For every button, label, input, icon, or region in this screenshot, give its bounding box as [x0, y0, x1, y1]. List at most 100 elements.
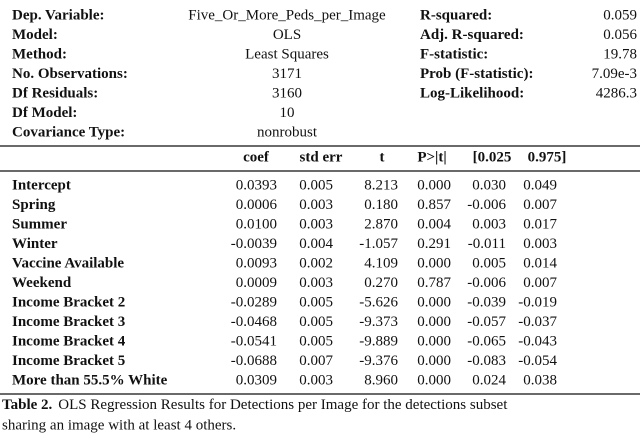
caption-line: OLS Regression Results for Detections pe…: [58, 397, 508, 413]
row-label: Income Bracket 5: [12, 353, 125, 369]
cell: -0.083: [467, 353, 506, 369]
cell: -9.373: [359, 314, 398, 330]
cell: -0.037: [518, 314, 557, 330]
cell: -0.019: [518, 294, 557, 310]
summary-label: Dep. Variable:: [12, 7, 105, 23]
summary-value: 0.056: [603, 27, 637, 43]
cell: 0.291: [417, 236, 451, 252]
cell: 4.109: [364, 255, 398, 271]
cell: 0.005: [299, 294, 333, 310]
cell: 0.0393: [236, 177, 277, 193]
cell: 0.000: [417, 333, 451, 349]
cell: 0.024: [472, 372, 506, 388]
row-label: Summer: [12, 216, 67, 232]
summary-value: 3171: [272, 66, 302, 82]
cell: -0.0039: [231, 236, 277, 252]
cell: 0.005: [299, 333, 333, 349]
cell: 0.003: [299, 216, 333, 232]
cell: -0.043: [518, 333, 557, 349]
cell: 0.004: [299, 236, 333, 252]
cell: 0.030: [472, 177, 506, 193]
cell: -9.889: [359, 333, 398, 349]
cell: 0.000: [417, 314, 451, 330]
cell: 0.049: [523, 177, 557, 193]
cell: 0.0093: [236, 255, 277, 271]
summary-label: No. Observations:: [12, 66, 128, 82]
cell: 0.0309: [236, 372, 277, 388]
cell: 0.000: [417, 255, 451, 271]
cell: -0.039: [467, 294, 506, 310]
cell: 0.005: [299, 314, 333, 330]
cell: 0.857: [417, 197, 451, 213]
summary-value: 3160: [272, 85, 302, 101]
cell: 8.213: [364, 177, 398, 193]
summary-value: Five_Or_More_Peds_per_Image: [188, 7, 386, 23]
cell: 0.0009: [236, 275, 277, 291]
cell: 0.005: [299, 177, 333, 193]
summary-label: Covariance Type:: [12, 124, 125, 140]
summary-label: Model:: [12, 27, 58, 43]
cell: 0.014: [523, 255, 557, 271]
row-label: Winter: [12, 236, 58, 252]
cell: 0.002: [299, 255, 333, 271]
summary-label: Prob (F-statistic):: [420, 66, 533, 82]
cell: 0.000: [417, 353, 451, 369]
summary-label: Df Model:: [12, 105, 77, 121]
row-label: Vaccine Available: [12, 255, 124, 271]
cell: -0.011: [468, 236, 506, 252]
summary-label: F-statistic:: [420, 46, 488, 62]
column-header: t: [380, 149, 385, 165]
row-label: Intercept: [12, 177, 71, 193]
summary-label: Log-Likelihood:: [420, 85, 524, 101]
cell: 0.180: [364, 197, 398, 213]
cell: 0.038: [523, 372, 557, 388]
summary-label: Df Residuals:: [12, 85, 98, 101]
cell: 0.270: [364, 275, 398, 291]
summary-value: 7.09e-3: [592, 66, 637, 82]
caption: Table 2. OLS Regression Results for Detec…: [2, 397, 508, 413]
cell: -0.057: [467, 314, 506, 330]
cell: 0.003: [299, 372, 333, 388]
cell: 0.000: [417, 177, 451, 193]
row-label: Income Bracket 2: [12, 294, 125, 310]
summary-value: nonrobust: [257, 124, 318, 140]
cell: 2.870: [364, 216, 398, 232]
cell: -1.057: [359, 236, 398, 252]
column-header: 0.975]: [528, 149, 567, 165]
summary-label: R-squared:: [420, 7, 492, 23]
cell: -9.376: [359, 353, 398, 369]
row-label: More than 55.5% White: [12, 372, 168, 388]
cell: -0.0541: [231, 333, 277, 349]
cell: -0.006: [467, 275, 506, 291]
row-label: Weekend: [12, 275, 72, 291]
row-label: Income Bracket 3: [12, 314, 125, 330]
cell: 0.000: [417, 294, 451, 310]
row-label: Spring: [12, 197, 56, 213]
column-header: [0.025: [473, 149, 512, 165]
cell: 0.003: [299, 275, 333, 291]
summary-value: 0.059: [603, 7, 637, 23]
cell: 0.007: [299, 353, 333, 369]
summary-value: Least Squares: [245, 46, 329, 62]
cell: 0.003: [523, 236, 557, 252]
column-header: P>|t|: [417, 149, 446, 165]
summary-value: 19.78: [603, 46, 637, 62]
cell: -0.065: [467, 333, 506, 349]
cell: -0.0688: [231, 353, 277, 369]
summary-value: 10: [280, 105, 295, 121]
cell: 0.007: [523, 275, 557, 291]
cell: 0.0006: [236, 197, 278, 213]
caption: sharing an image with at least 4 others.: [2, 417, 236, 433]
cell: 0.0100: [236, 216, 277, 232]
cell: 0.003: [472, 216, 506, 232]
cell: -0.0289: [231, 294, 277, 310]
cell: 0.005: [472, 255, 506, 271]
cell: 0.007: [523, 197, 557, 213]
summary-label: Method:: [12, 46, 67, 62]
summary-label: Adj. R-squared:: [420, 27, 524, 43]
cell: 8.960: [364, 372, 398, 388]
cell: 0.000: [417, 372, 451, 388]
cell: 0.004: [417, 216, 451, 232]
column-header: coef: [243, 149, 270, 165]
